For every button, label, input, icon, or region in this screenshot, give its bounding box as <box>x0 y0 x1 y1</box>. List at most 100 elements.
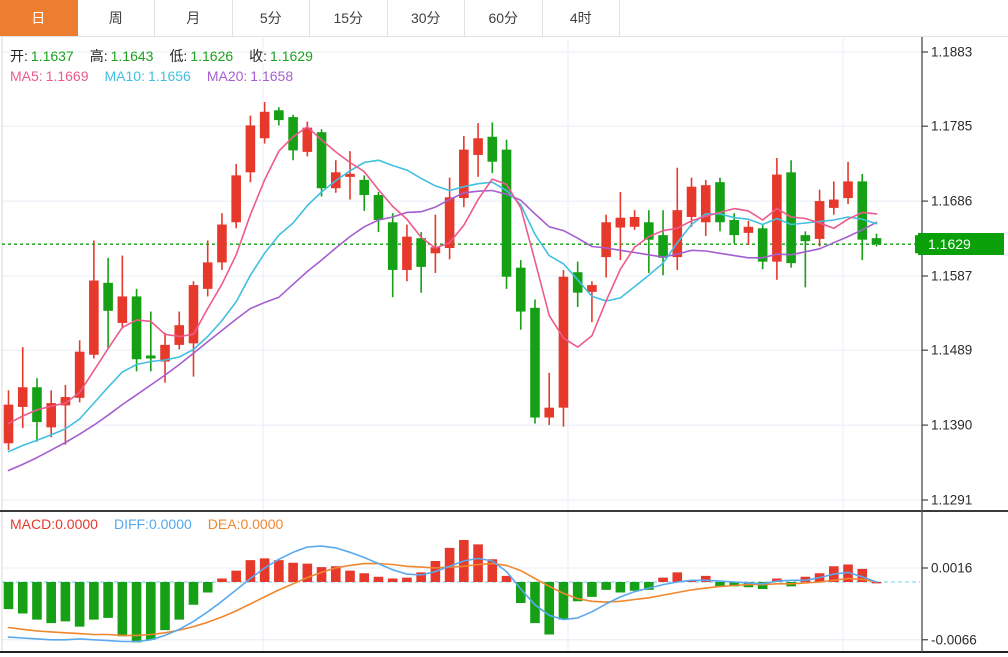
ma-legend: MA5: 1.1669 MA10: 1.1656 MA20: 1.1658 <box>10 68 309 84</box>
macd-row-item: DEA:0.0000 <box>208 516 284 532</box>
candle-body <box>89 280 99 355</box>
tab-period-5[interactable]: 30分 <box>387 0 465 36</box>
candle-body <box>302 127 313 152</box>
legend-label: MACD: <box>10 516 56 532</box>
tab-period-6[interactable]: 60分 <box>465 0 543 36</box>
macd-bar <box>188 582 199 605</box>
legend-label: 高: <box>89 48 108 64</box>
candle-body <box>416 238 426 267</box>
macd-legend: MACD:0.0000 DIFF:0.0000 DEA:0.0000 <box>10 516 299 532</box>
ma-row-item: MA5: 1.1669 <box>10 68 89 84</box>
tab-period-2[interactable]: 月 <box>155 0 233 36</box>
candle-body <box>757 228 768 262</box>
macd-bar <box>644 582 654 590</box>
tab-period-7[interactable]: 4时 <box>542 0 620 36</box>
tab-period-1[interactable]: 周 <box>77 0 155 36</box>
candle-body <box>729 220 740 236</box>
macd-bar <box>800 576 811 582</box>
macd-bar <box>60 582 71 622</box>
legend-value: 1.1626 <box>190 48 234 64</box>
candle-body <box>160 344 170 362</box>
candle-body <box>231 175 241 223</box>
macd-bar <box>131 582 142 643</box>
ma5-line <box>7 126 878 425</box>
ohlc-row-item: 收: 1.1629 <box>249 48 313 64</box>
axes <box>0 36 1008 653</box>
candle-body <box>501 149 512 277</box>
candle-body <box>359 179 370 196</box>
candle-body <box>473 138 483 155</box>
macd-bar <box>117 582 128 637</box>
axis-tick-label: 1.1587 <box>931 269 972 284</box>
macd-bar <box>601 582 611 590</box>
candle-body <box>587 285 597 292</box>
macd-bar <box>686 580 697 582</box>
tab-period-4[interactable]: 15分 <box>310 0 388 36</box>
legend-value: 1.1656 <box>147 68 191 84</box>
macd-bar <box>231 570 241 582</box>
legend-label: MA10: <box>104 68 145 84</box>
legend-value: 1.1629 <box>270 48 313 64</box>
macd-bar <box>373 576 384 582</box>
candle-body <box>686 186 697 217</box>
macd-bar <box>202 582 213 593</box>
candle-body <box>32 387 42 423</box>
legend-label: 低: <box>169 48 188 64</box>
legend-value: 0.0000 <box>148 516 192 532</box>
axis-tick-label: 0.0016 <box>931 561 972 576</box>
axis-tick-label: 1.1785 <box>931 119 972 134</box>
candle-body <box>402 236 412 270</box>
macd-bar <box>89 582 99 620</box>
macd-bar <box>387 578 398 582</box>
legend-label: 开: <box>10 48 28 64</box>
axis-tick-label: 1.1489 <box>931 343 972 358</box>
ohlc-row-item: 低: 1.1626 <box>169 48 233 64</box>
macd-bar <box>245 560 256 582</box>
legend-label: 收: <box>249 48 268 64</box>
candle-body <box>274 110 284 121</box>
macd-bar <box>32 582 42 620</box>
macd-bar <box>615 582 626 593</box>
candle-body <box>629 216 640 227</box>
legend-value: 1.1669 <box>45 68 89 84</box>
macd-bar <box>587 582 597 597</box>
candle-body <box>715 182 725 223</box>
macd-bar <box>402 577 412 582</box>
macd-bar <box>572 582 583 602</box>
candle-body <box>544 407 555 418</box>
diff-line <box>7 545 878 643</box>
macd-histogram <box>3 540 882 643</box>
candle-body <box>615 217 626 228</box>
macd-bar <box>359 573 370 582</box>
candle-body <box>245 125 256 173</box>
candle-body <box>103 282 113 311</box>
candle-body <box>572 272 583 293</box>
candle-body <box>515 267 526 312</box>
candle-body <box>17 387 28 407</box>
candle-body <box>843 181 853 199</box>
ma-row-item: MA20: 1.1658 <box>207 68 293 84</box>
legend-value: 1.1637 <box>30 48 74 64</box>
tab-period-0[interactable]: 日 <box>0 0 78 36</box>
candle-body <box>430 247 441 254</box>
macd-bar <box>515 582 526 603</box>
candle-body <box>743 226 754 233</box>
legend-value: 1.1643 <box>110 48 154 64</box>
macd-bar <box>17 582 28 614</box>
tab-period-3[interactable]: 5分 <box>232 0 310 36</box>
macd-bar <box>302 563 313 582</box>
candle-body <box>700 185 711 223</box>
macd-bar <box>74 582 85 627</box>
macd-bar <box>629 582 640 591</box>
axis-tick-label: 1.1883 <box>931 45 972 60</box>
ohlc-row-item: 高: 1.1643 <box>90 48 154 64</box>
macd-bar <box>145 582 156 640</box>
ma10-line <box>7 159 878 453</box>
macd-bar <box>530 582 540 624</box>
legend-label: MA20: <box>206 68 248 84</box>
candle-body <box>131 296 142 360</box>
macd-bar <box>274 560 284 582</box>
macd-bar <box>672 572 683 582</box>
